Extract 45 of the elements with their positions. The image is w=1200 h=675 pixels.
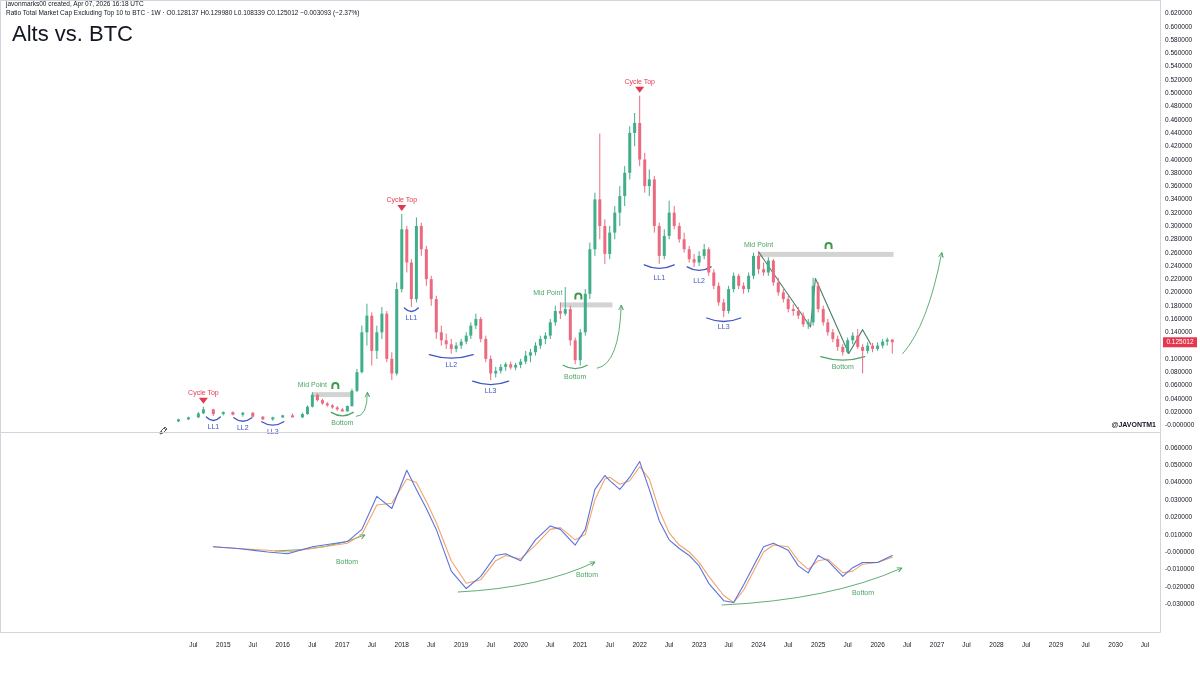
text: Alts vs. BTC [12, 21, 134, 46]
candlestick [672, 205, 676, 230]
candlestick [647, 168, 651, 197]
candlestick [439, 325, 443, 347]
candlestick [766, 256, 770, 277]
candlestick [692, 253, 696, 268]
candlestick [757, 251, 761, 275]
candlestick [355, 368, 359, 393]
candlestick [732, 271, 736, 293]
candlestick [484, 335, 488, 363]
candlestick [419, 222, 423, 257]
candlestick [771, 258, 775, 287]
candlestick [633, 112, 637, 147]
candlestick [365, 303, 369, 347]
candlestick [608, 225, 612, 260]
candlestick [375, 325, 379, 360]
candlestick [677, 222, 681, 244]
candlestick [479, 316, 483, 343]
candlestick [553, 305, 557, 327]
candlestick [682, 232, 686, 254]
candlestick [707, 246, 711, 277]
candlestick [380, 306, 384, 340]
candlestick [390, 351, 394, 381]
candlestick [667, 200, 671, 240]
candlestick [717, 281, 721, 307]
candlestick [856, 328, 860, 350]
candlestick [791, 303, 795, 317]
candlestick [697, 250, 701, 267]
candlestick [489, 355, 493, 381]
candlestick [861, 343, 865, 375]
candlestick [573, 337, 577, 365]
candlestick [623, 165, 627, 207]
candlestick [747, 271, 751, 293]
candlestick [563, 286, 567, 317]
candlestick [727, 285, 731, 315]
candlestick [662, 228, 666, 260]
candlestick [613, 205, 617, 240]
candlestick [821, 305, 825, 327]
candlestick [752, 252, 756, 280]
candlestick [429, 275, 433, 307]
candlestick [474, 313, 478, 330]
candlestick [618, 185, 622, 227]
candlestick [816, 281, 820, 313]
candlestick [548, 318, 552, 340]
candlestick [712, 268, 716, 290]
